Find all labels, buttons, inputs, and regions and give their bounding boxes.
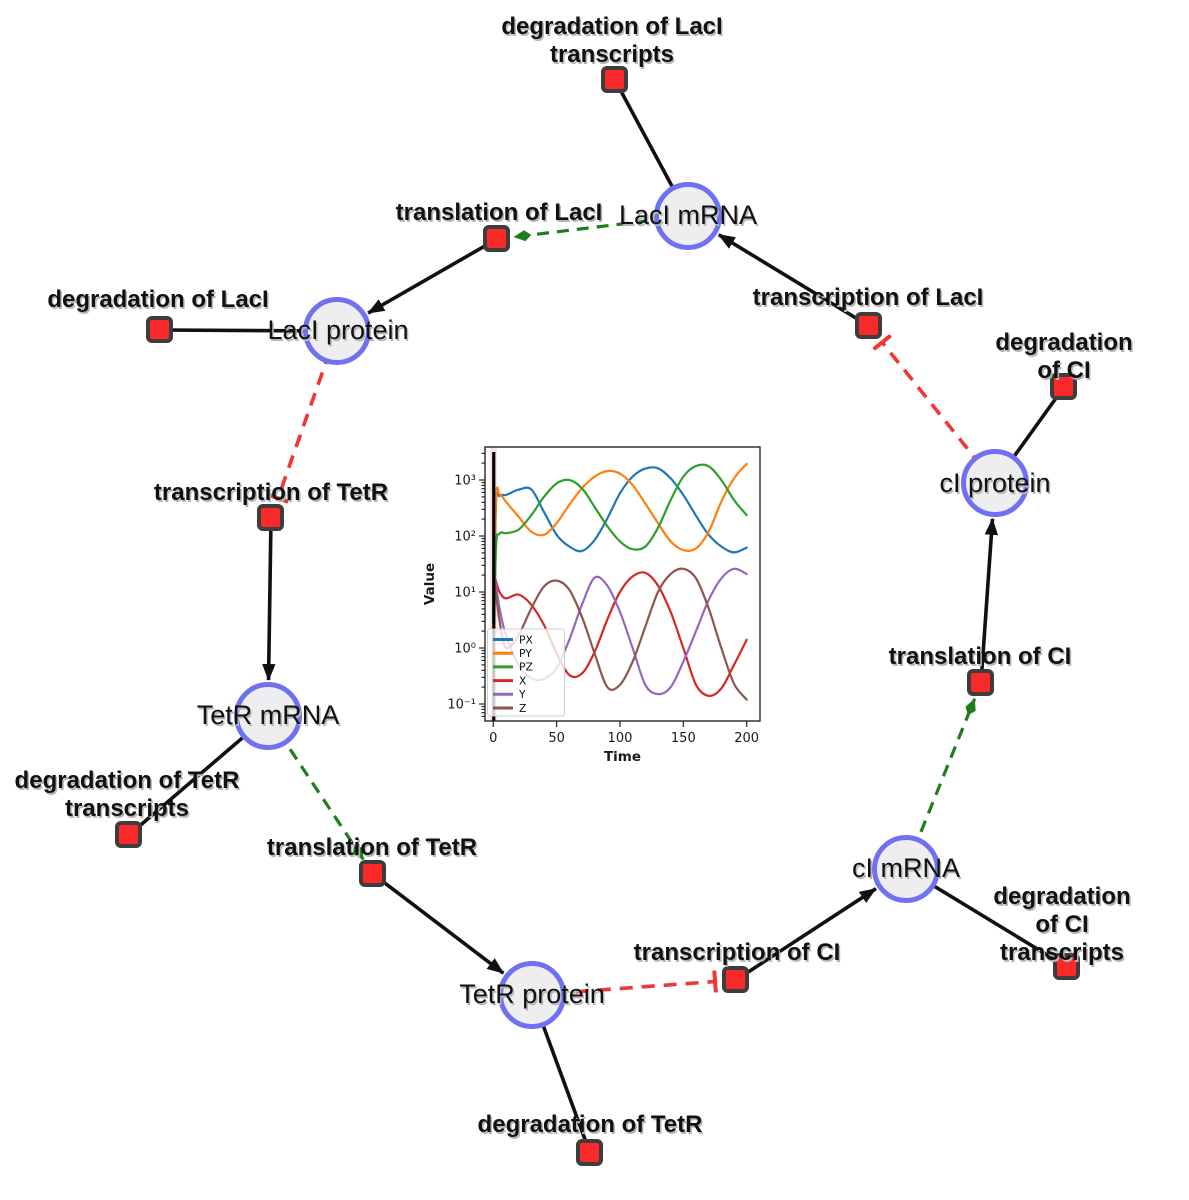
chart-legend-label-Y: Y [518, 688, 526, 701]
chart-x-tick-label: 50 [548, 731, 565, 746]
reaction-node-deg-ci-transcripts[interactable] [1053, 953, 1080, 980]
species-node-laci-protein[interactable] [303, 297, 371, 365]
species-label-ci-mrna: cI mRNA [852, 853, 960, 884]
reaction-label-deg-tetr-transcripts: degradation of TetR transcripts [14, 766, 240, 822]
species-label-tetr-mrna: TetR mRNA [196, 700, 340, 731]
reaction-label-translation-ci: translation of CI [888, 642, 1072, 670]
edge-translation-ci-to-ci-protein [979, 517, 999, 684]
chart-curve-PX [492, 466, 748, 696]
chart-tick-labels: 10⁻¹ 10⁰ 10¹ 10² 10³ 0 50 100 150 200 Time Value [422, 474, 759, 766]
edge-transcription-laci-to-laci-mrna [717, 233, 870, 328]
reaction-label-transcription-ci: transcription of CI [633, 938, 841, 966]
chart-ylabel: Value [422, 563, 438, 605]
edge-transcription-tetr-to-tetr-mrna [262, 517, 276, 682]
edge-transcription-ci-to-ci-mrna [735, 887, 877, 982]
chart-legend-label-PY: PY [519, 647, 532, 660]
species-node-ci-protein[interactable] [961, 449, 1029, 517]
reaction-node-degradation-laci[interactable] [146, 316, 173, 343]
reaction-node-deg-laci-transcripts[interactable] [601, 66, 628, 93]
reaction-node-degradation-ci[interactable] [1050, 373, 1077, 400]
chart-x-tick-label: 200 [734, 731, 759, 746]
reaction-label-degradation-tetr: degradation of TetR [477, 1110, 703, 1138]
species-node-tetr-protein[interactable] [498, 961, 566, 1029]
reaction-node-translation-ci[interactable] [967, 669, 994, 696]
reaction-node-transcription-laci[interactable] [855, 312, 882, 339]
reaction-label-deg-laci-transcripts: degradation of LacI transcripts [501, 12, 723, 68]
species-label-ci-protein: cI protein [939, 468, 1051, 499]
chart-curve-PY [492, 462, 748, 696]
chart-x-tick-label: 150 [671, 731, 696, 746]
species-label-tetr-protein: TetR protein [459, 979, 605, 1010]
reaction-label-degradation-laci: degradation of LacI [47, 285, 269, 313]
reaction-label-transcription-tetr: transcription of TetR [153, 478, 389, 506]
reaction-node-degradation-tetr[interactable] [576, 1139, 603, 1166]
chart-y-tick-label: 10⁻¹ [447, 698, 476, 713]
chart-x-tick-label: 0 [489, 731, 497, 746]
reaction-label-translation-tetr: translation of TetR [266, 833, 478, 861]
reaction-node-translation-tetr[interactable] [359, 860, 386, 887]
reaction-label-degradation-ci: degradation of CI [995, 328, 1133, 384]
chart-legend-label-Z: Z [519, 702, 526, 715]
chart-frame [484, 446, 761, 722]
chart-curve-X [492, 571, 748, 697]
chart-y-tick-label: 10² [454, 530, 476, 545]
reaction-node-deg-tetr-transcripts[interactable] [115, 821, 142, 848]
species-label-laci-protein: LacI protein [267, 315, 409, 346]
edge-translation-laci-to-laci-protein [367, 237, 498, 315]
reaction-node-translation-laci[interactable] [483, 225, 510, 252]
chart-y-tick-label: 10⁰ [454, 642, 476, 657]
chart-x-tick-label: 100 [608, 731, 633, 746]
chart-legend-label-X: X [519, 674, 527, 687]
chart-curve-PZ [492, 463, 748, 696]
chart-legend-label-PX: PX [519, 633, 534, 646]
reaction-label-translation-laci: translation of LacI [395, 198, 603, 226]
chart-y-tick-label: 10¹ [454, 586, 476, 601]
species-node-laci-mrna[interactable] [654, 182, 722, 250]
edge-translation-tetr-to-tetr-protein [371, 872, 505, 975]
species-node-tetr-mrna[interactable] [234, 682, 302, 750]
chart-y-tick-label: 10³ [454, 474, 476, 489]
chart-xlabel: Time [604, 749, 641, 765]
species-node-ci-mrna[interactable] [872, 835, 940, 903]
reaction-label-deg-ci-transcripts: degradation of CI transcripts [993, 882, 1131, 967]
chart-ticks [479, 452, 748, 727]
reaction-node-transcription-tetr[interactable] [257, 504, 284, 531]
chart-legend-label-PZ: PZ [519, 661, 533, 674]
reaction-label-transcription-laci: transcription of LacI [752, 283, 984, 311]
species-label-laci-mrna: LacI mRNA [618, 200, 758, 231]
reaction-node-transcription-ci[interactable] [722, 966, 749, 993]
